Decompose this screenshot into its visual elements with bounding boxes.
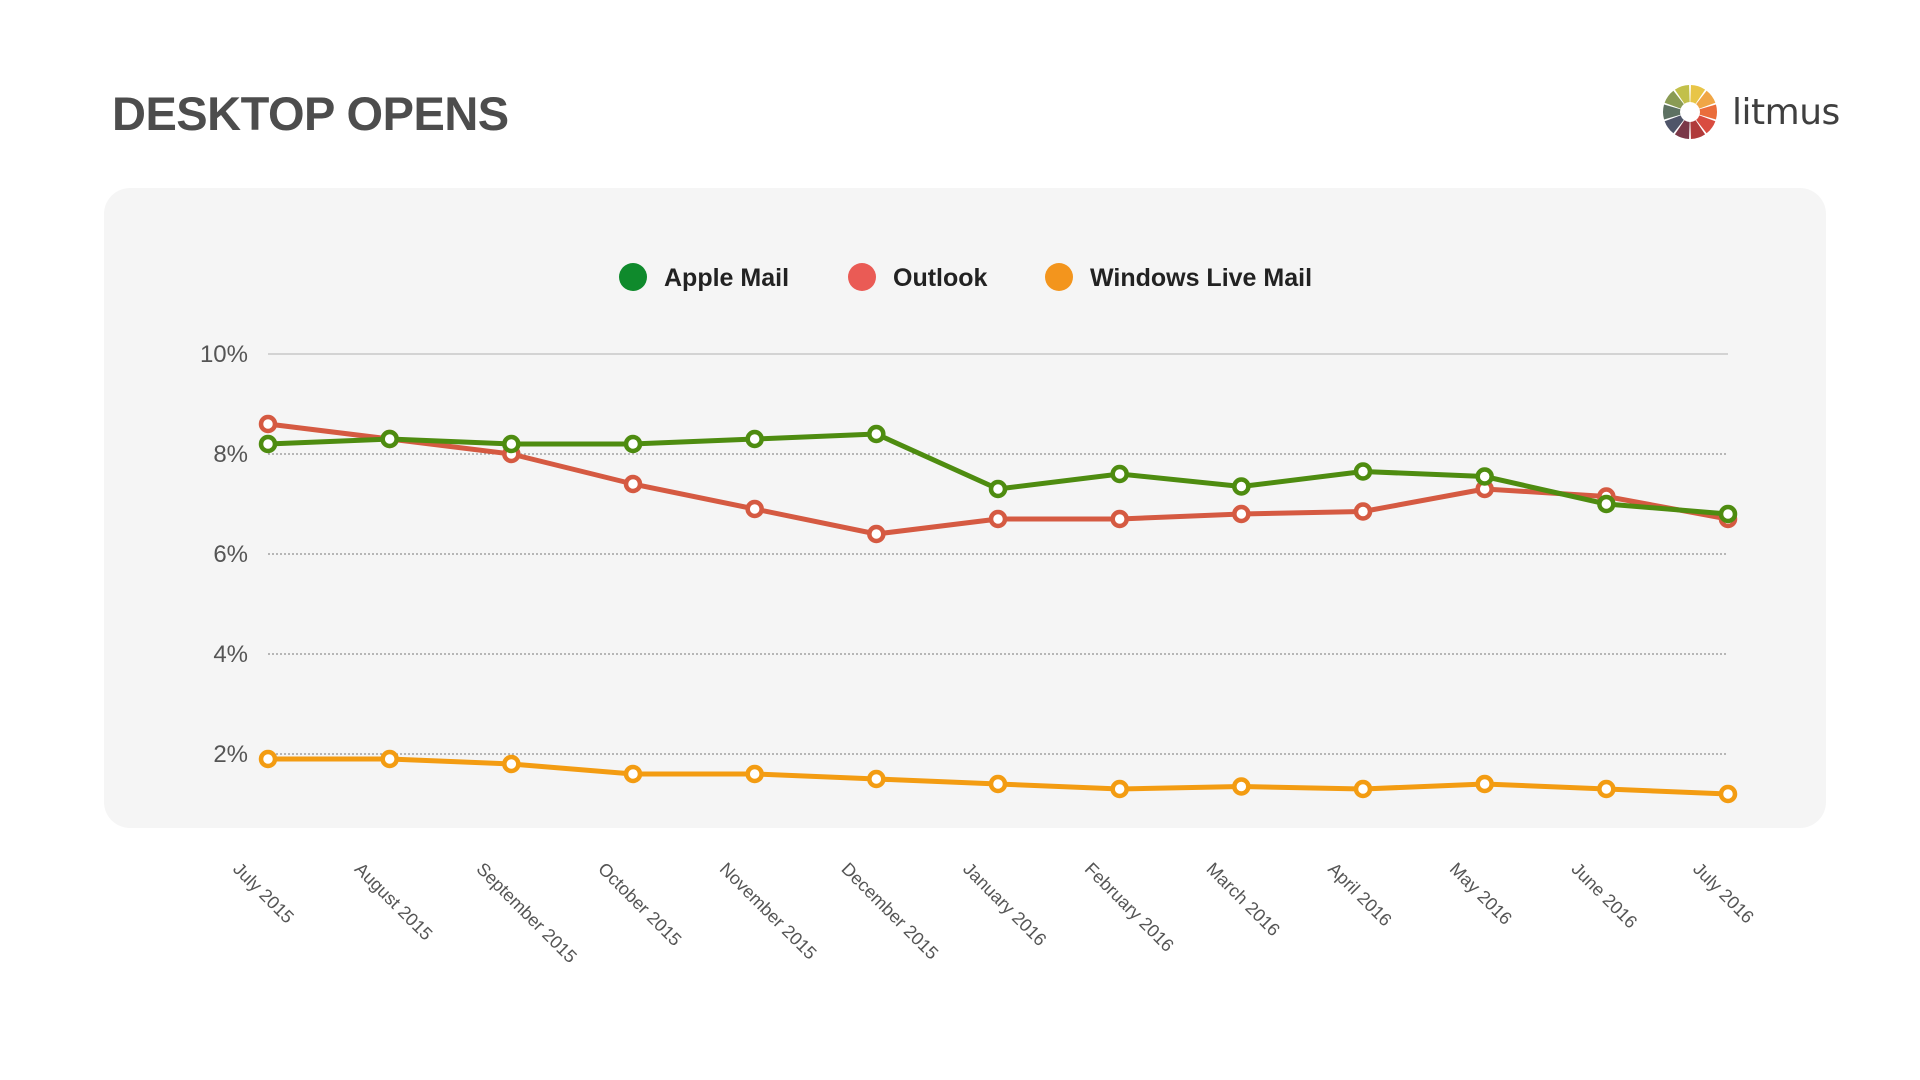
data-point[interactable] xyxy=(1353,462,1373,481)
data-point[interactable] xyxy=(1232,504,1251,524)
logo-segment xyxy=(1674,85,1690,104)
chart-panel xyxy=(104,188,1826,828)
legend-label: Windows Live Mail xyxy=(1090,264,1312,292)
data-point[interactable] xyxy=(1353,502,1373,521)
data-point[interactable] xyxy=(1232,777,1251,796)
data-point[interactable] xyxy=(623,764,643,784)
x-tick-label: December 2015 xyxy=(838,859,943,964)
legend: Apple Mail Outlook Windows Live Mail xyxy=(619,263,1312,292)
data-point[interactable] xyxy=(1110,779,1129,799)
data-point[interactable] xyxy=(502,754,521,774)
series-line xyxy=(265,431,1731,517)
x-tick-label: July 2015 xyxy=(229,859,298,928)
logo-segment xyxy=(1663,104,1681,120)
data-point[interactable] xyxy=(1475,774,1494,794)
logo-segment xyxy=(1664,115,1684,134)
data-point[interactable] xyxy=(623,474,643,494)
logo-segment xyxy=(1664,90,1684,109)
data-point[interactable] xyxy=(867,769,886,789)
data-point[interactable] xyxy=(1232,477,1251,496)
data-point[interactable] xyxy=(502,434,521,454)
y-tick-label: 10% xyxy=(200,341,248,368)
page-title: DESKTOP OPENS xyxy=(112,87,509,140)
x-tick-label: November 2015 xyxy=(716,859,821,964)
data-point[interactable] xyxy=(745,499,764,519)
logo-segment xyxy=(1699,104,1717,120)
data-point[interactable] xyxy=(1110,464,1129,484)
legend-swatch xyxy=(848,263,876,291)
data-point[interactable] xyxy=(1718,504,1738,524)
logo-segment xyxy=(1690,85,1706,104)
logo-segment xyxy=(1674,120,1690,139)
data-point[interactable] xyxy=(623,434,643,454)
legend-label: Outlook xyxy=(893,264,988,292)
series-windows-live-mail xyxy=(258,749,1738,804)
data-point[interactable] xyxy=(258,749,278,769)
y-tick-label: 2% xyxy=(213,741,248,768)
legend-item[interactable]: Apple Mail xyxy=(619,263,789,292)
data-point[interactable] xyxy=(380,429,399,449)
x-tick-label: March 2016 xyxy=(1203,859,1284,940)
legend-item[interactable]: Outlook xyxy=(848,263,988,292)
logo-text: litmus xyxy=(1732,91,1840,133)
data-point[interactable] xyxy=(1353,779,1373,799)
data-point[interactable] xyxy=(258,414,278,434)
logo-segment xyxy=(1696,90,1716,109)
legend-swatch xyxy=(619,263,647,291)
data-point[interactable] xyxy=(1110,509,1129,529)
data-point[interactable] xyxy=(867,424,886,444)
data-point[interactable] xyxy=(1597,494,1616,514)
data-point[interactable] xyxy=(1475,467,1494,486)
y-tick-label: 4% xyxy=(213,641,248,668)
x-tick-label: June 2016 xyxy=(1568,859,1642,933)
litmus-logo-icon xyxy=(1663,85,1717,139)
x-tick-label: January 2016 xyxy=(959,859,1050,950)
data-point[interactable] xyxy=(745,764,764,784)
data-point[interactable] xyxy=(867,524,886,544)
x-tick-label: February 2016 xyxy=(1081,859,1178,956)
grid-lines xyxy=(268,353,1728,755)
x-tick-label: October 2015 xyxy=(594,859,685,950)
legend-swatch xyxy=(1045,263,1073,291)
data-point[interactable] xyxy=(1718,784,1738,804)
series-apple-mail xyxy=(258,424,1738,524)
x-tick-label: August 2015 xyxy=(351,859,437,945)
litmus-logo: litmus xyxy=(1660,82,1840,142)
x-tick-label: September 2015 xyxy=(473,859,581,967)
data-point[interactable] xyxy=(380,749,399,769)
data-point[interactable] xyxy=(1597,779,1616,799)
data-point[interactable] xyxy=(988,774,1008,794)
y-tick-label: 6% xyxy=(213,541,248,568)
x-tick-label: July 2016 xyxy=(1689,859,1758,928)
data-point[interactable] xyxy=(988,479,1008,499)
data-point[interactable] xyxy=(745,429,764,449)
data-point[interactable] xyxy=(258,434,278,454)
logo-segment xyxy=(1696,115,1716,134)
x-tick-label: May 2016 xyxy=(1446,859,1516,929)
series-outlook xyxy=(258,414,1738,544)
x-tick-label: April 2016 xyxy=(1324,859,1395,930)
y-tick-label: 8% xyxy=(213,441,248,468)
data-point[interactable] xyxy=(988,509,1008,529)
legend-label: Apple Mail xyxy=(664,264,789,292)
logo-segment xyxy=(1690,120,1706,139)
legend-item[interactable]: Windows Live Mail xyxy=(1045,263,1312,292)
